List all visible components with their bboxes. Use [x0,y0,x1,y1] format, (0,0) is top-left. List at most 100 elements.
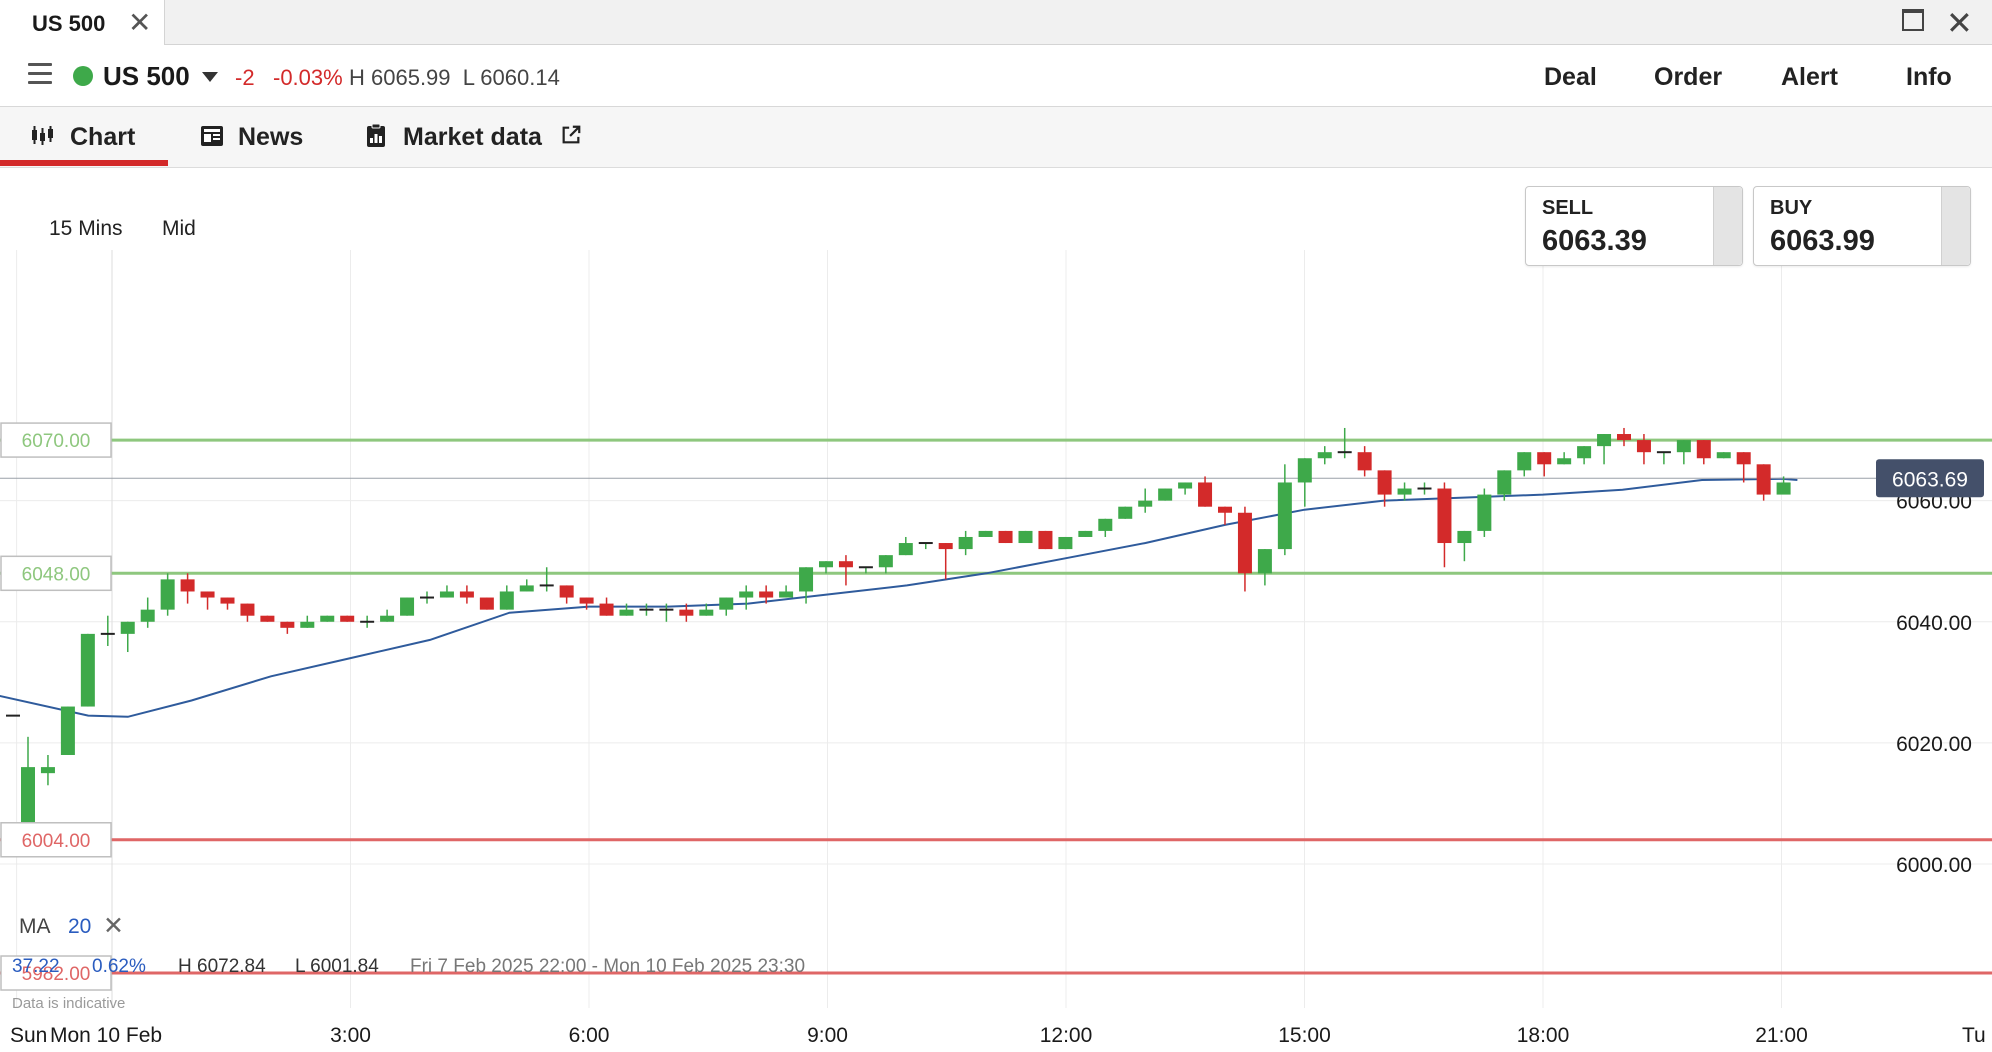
current-price-tag [1876,459,1984,498]
candle-body [1636,440,1651,453]
external-link-icon [562,125,581,144]
candle-body [739,591,754,598]
x-axis-tick-label: 3:00 [330,1024,371,1047]
hamburger-menu-icon[interactable] [28,63,52,90]
candle-body [300,621,315,628]
candle-body [1437,488,1452,544]
sell-button[interactable]: SELL 6063.39 [1525,186,1743,266]
window-tab-title: US 500 [32,11,106,36]
window-tab[interactable]: US 500 ✕ [0,0,165,45]
price-level-tag[interactable]: 5982.00 [0,955,112,991]
candle-body [1577,446,1592,459]
candle-body [1277,482,1292,550]
candle-body [1517,452,1532,471]
alert-button[interactable]: Alert [1781,63,1838,91]
candle-body [1018,530,1033,544]
candle-body [779,591,794,598]
maximize-icon[interactable] [1902,9,1924,31]
candle-body [439,591,454,598]
candle-body [878,555,893,568]
candle-body [1557,458,1572,465]
candle-body [1038,530,1053,550]
candle-body [120,621,135,634]
candle-body [380,615,395,622]
tab-close-icon[interactable]: ✕ [128,7,152,38]
price-level-tag-box [0,555,112,592]
interval-selector[interactable]: 15 Mins [49,217,123,240]
tab-news[interactable]: News [200,121,320,151]
tab-chart[interactable]: Chart [30,121,170,151]
sell-strip [1713,187,1742,265]
x-axis-tick-label: 6:00 [569,1024,610,1047]
close-window-icon[interactable]: ✕ [1946,5,1973,41]
candle-body [1357,452,1372,471]
price-type-selector[interactable]: Mid [162,217,196,240]
candle-body [579,597,594,604]
instrument-header: US 500 -2 -0.03% H 6065.99 L 6060.14 Dea… [0,45,1992,107]
candle-body [1118,506,1133,519]
tab-market-data[interactable]: Market data [364,121,604,151]
candle-body [719,597,734,610]
candle-body [60,706,75,755]
instrument-name[interactable]: US 500 [103,61,190,91]
candle-body [1617,434,1631,441]
ma-line [0,477,1798,718]
range-change: 37.22 [12,956,60,977]
candle-body [559,585,574,598]
current-price-label: 6063.69 [1892,468,1968,491]
range-low: L 6001.84 [295,956,379,977]
deal-button[interactable]: Deal [1544,63,1597,91]
price-level-tag-label: 6004.00 [22,831,91,852]
candle-body [220,597,235,604]
tab-chart-label: Chart [70,123,136,151]
newspaper-icon [201,126,223,146]
x-axis-tick-label: 12:00 [1040,1024,1093,1047]
price-level-tag-box [0,955,112,991]
candle-body [80,633,95,707]
candle-body [1597,434,1612,447]
candle-body [459,591,474,598]
candle-body [799,567,814,592]
range-high: H 6072.84 [178,956,266,977]
candle-body [1397,488,1412,495]
x-axis-tick-label: 18:00 [1517,1024,1570,1047]
ma-period[interactable]: 20 [68,915,92,938]
price-level-tag-label: 6048.00 [22,564,91,585]
candle-body [998,530,1013,544]
tab-news-label: News [238,123,304,151]
info-button[interactable]: Info [1906,63,1952,91]
x-axis-tick-label: 21:00 [1755,1024,1808,1047]
price-chart[interactable]: 6070.006048.006004.005982.006060.006040.… [0,170,1992,1052]
view-tabs: Chart News Market data [0,107,1992,168]
x-axis-tick-label: Tu [1962,1024,1986,1047]
candle-body [1716,452,1731,459]
buy-button[interactable]: BUY 6063.99 [1753,186,1971,266]
remove-indicator-icon[interactable]: ✕ [103,912,124,940]
candle-body [838,561,853,568]
price-level-tag[interactable]: 6048.00 [0,555,112,592]
buy-label: BUY [1770,197,1813,219]
candle-body [1158,488,1173,501]
candle-body [160,579,175,610]
candle-body [180,579,195,592]
candle-body [1317,452,1332,459]
candle-body [958,536,973,550]
candle-body [1756,464,1771,495]
window-tab-bar: US 500 ✕ ✕ [0,0,1992,45]
candle-body [519,585,534,592]
candle-body [260,615,275,622]
candle-body [1058,536,1073,550]
ma-indicator-label[interactable]: MA [19,915,51,938]
candle-body [759,591,774,598]
order-button[interactable]: Order [1654,63,1723,91]
candlestick-icon [32,126,53,145]
chevron-down-icon[interactable] [202,72,218,82]
candle-body [1138,500,1153,507]
price-level-tag[interactable]: 6070.00 [0,422,112,458]
candle-body [898,543,913,556]
price-level-tag[interactable]: 6004.00 [0,822,112,858]
price-level-tag-box [0,422,112,458]
candle-body [978,530,993,537]
candle-body [1098,518,1113,531]
candle-body [1457,530,1472,544]
